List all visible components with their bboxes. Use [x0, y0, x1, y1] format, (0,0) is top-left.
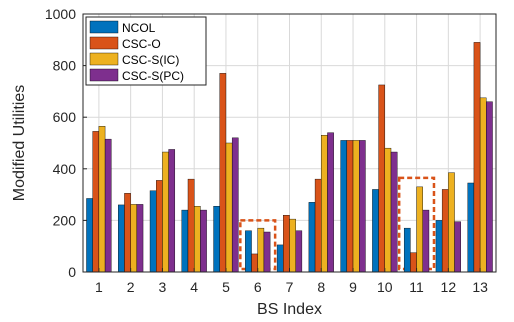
bar-csc-o-12 [441, 189, 449, 273]
bar-csc-o-3 [156, 180, 163, 273]
bar-csc-s-pc--12 [454, 221, 461, 273]
x-tick-label: 9 [349, 279, 357, 295]
bar-csc-s-pc--4 [200, 209, 207, 273]
bar-csc-s-pc--11 [422, 209, 430, 273]
bar-ncol-6 [245, 230, 252, 273]
bar-csc-s-ic--10 [384, 147, 392, 273]
bar-csc-s-pc--2 [136, 204, 144, 273]
x-tick-label: 12 [441, 279, 457, 295]
bar-csc-s-ic--3 [162, 151, 169, 273]
legend-swatch [89, 36, 119, 50]
bar-ncol-2 [118, 204, 125, 273]
bar-csc-s-ic--2 [130, 204, 138, 273]
legend: NCOL CSC-O CSC-S(IC) CSC-S(PC) [85, 16, 207, 86]
x-tick-label: 10 [377, 279, 393, 295]
bar-csc-s-ic--11 [416, 186, 423, 273]
bar-csc-s-pc--7 [295, 230, 303, 273]
bar-csc-s-pc--9 [359, 140, 366, 273]
bar-series [86, 42, 493, 273]
bar-csc-s-ic--7 [289, 218, 296, 273]
bar-csc-o-2 [124, 193, 131, 273]
bar-csc-s-ic--6 [257, 227, 265, 273]
bar-ncol-10 [372, 189, 379, 273]
bar-csc-o-6 [251, 253, 258, 273]
bar-ncol-4 [181, 209, 189, 273]
y-tick-label: 200 [53, 212, 77, 228]
legend-label: CSC-S(PC) [122, 69, 184, 83]
bar-csc-s-pc--8 [327, 132, 334, 273]
bar-csc-o-11 [410, 252, 417, 273]
bar-csc-s-ic--9 [352, 140, 360, 273]
bar-ncol-1 [86, 198, 93, 273]
bar-csc-o-5 [219, 73, 227, 273]
x-tick-label: 8 [317, 279, 325, 295]
x-tick-label: 3 [159, 279, 167, 295]
legend-label: CSC-S(IC) [122, 53, 179, 67]
x-tick-label: 11 [409, 279, 424, 295]
y-tick-label: 800 [53, 58, 77, 74]
bar-csc-s-ic--8 [321, 135, 328, 273]
legend-swatch [89, 68, 119, 82]
bar-ncol-7 [276, 244, 284, 273]
x-tick-label: 6 [254, 279, 262, 295]
legend-swatch [89, 20, 119, 34]
x-tick-label: 7 [286, 279, 294, 295]
bar-csc-s-pc--13 [486, 101, 493, 273]
highlight-box-11 [397, 176, 436, 271]
bar-csc-o-13 [473, 42, 481, 273]
bar-csc-s-ic--12 [448, 172, 455, 273]
bar-csc-s-pc--6 [263, 231, 271, 273]
x-tick-label: 4 [190, 279, 198, 295]
bar-ncol-12 [435, 220, 443, 273]
x-tick-label: 13 [472, 279, 488, 295]
bar-csc-s-pc--1 [104, 138, 112, 273]
x-tick-label: 5 [222, 279, 230, 295]
legend-swatch [89, 52, 119, 66]
legend-label: NCOL [122, 21, 156, 35]
bar-csc-s-ic--1 [98, 126, 106, 273]
x-axis-label: BS Index [257, 301, 322, 318]
bar-ncol-11 [403, 227, 411, 273]
bar-csc-o-4 [187, 178, 195, 273]
bar-ncol-9 [340, 140, 348, 273]
bar-ncol-5 [213, 206, 220, 273]
bar-csc-o-7 [283, 215, 290, 273]
legend-label: CSC-O [122, 37, 161, 51]
bar-csc-s-pc--3 [168, 149, 176, 273]
bar-csc-o-1 [92, 131, 100, 273]
bar-csc-s-ic--13 [479, 97, 487, 273]
bar-csc-s-pc--10 [390, 151, 398, 273]
x-tick-label: 2 [127, 279, 135, 295]
bar-ncol-3 [149, 190, 157, 273]
bar-ncol-8 [308, 202, 316, 273]
bar-ncol-13 [467, 182, 475, 273]
x-tick-label: 1 [95, 279, 103, 295]
bar-csc-s-ic--5 [225, 142, 233, 273]
bar-csc-o-9 [346, 140, 354, 273]
y-tick-label: 1000 [45, 6, 76, 22]
y-axis-label: Modified Utilities [11, 85, 28, 201]
y-tick-label: 400 [53, 161, 77, 177]
y-tick-label: 0 [68, 264, 76, 280]
bar-csc-o-8 [314, 178, 322, 273]
y-tick-label: 600 [53, 109, 77, 125]
bar-csc-s-ic--4 [193, 206, 201, 273]
bar-csc-s-pc--5 [231, 137, 239, 273]
bar-csc-o-10 [378, 84, 386, 273]
